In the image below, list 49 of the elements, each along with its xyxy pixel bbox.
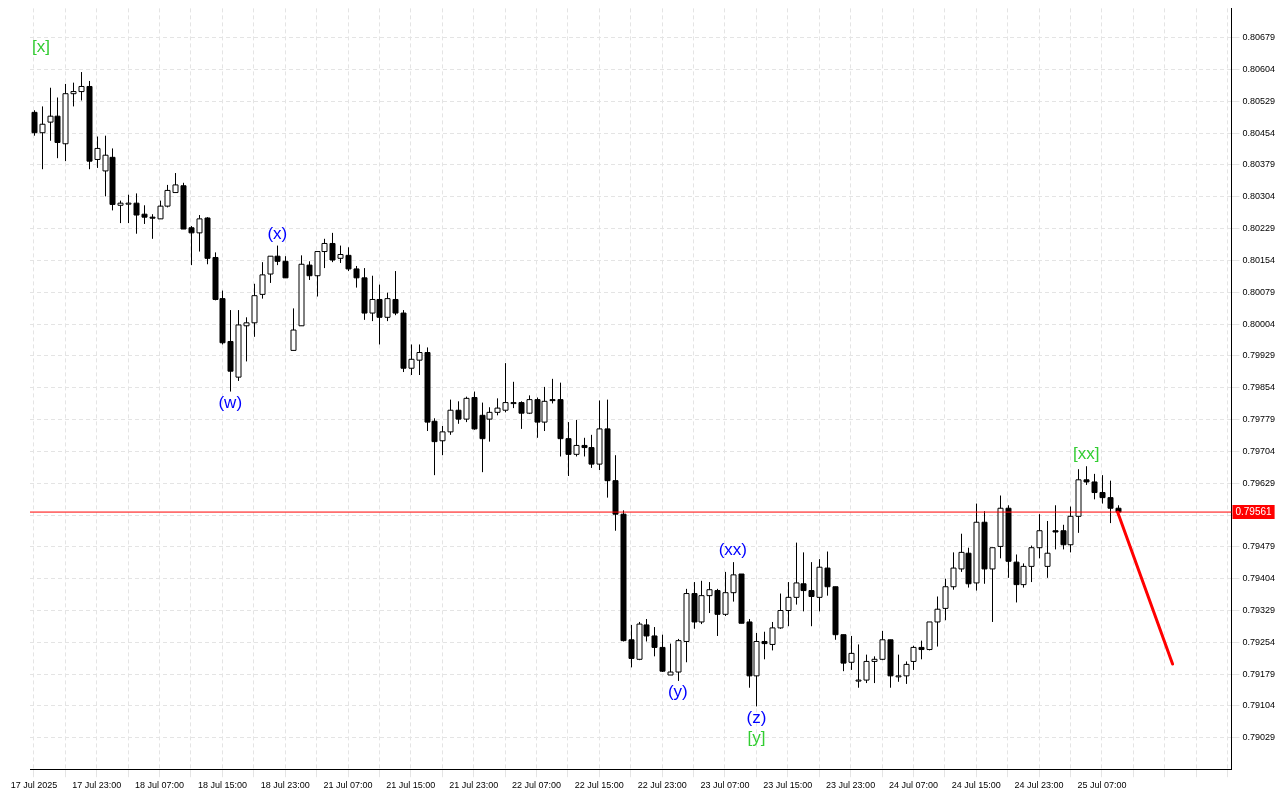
y-tick-label: 0.79404 bbox=[1242, 573, 1276, 584]
y-tick-label: 0.79029 bbox=[1242, 732, 1276, 743]
x-tick-label: 18 Jul 07:00 bbox=[135, 780, 185, 791]
x-tick-label: 17 Jul 23:00 bbox=[72, 780, 122, 791]
x-tick-label: 23 Jul 07:00 bbox=[700, 780, 750, 791]
x-tick-label: 17 Jul 2025 bbox=[10, 780, 58, 791]
y-tick-label: 0.80079 bbox=[1242, 286, 1276, 297]
y-tick-label: 0.79629 bbox=[1242, 477, 1276, 488]
x-tick-label: 22 Jul 15:00 bbox=[574, 780, 624, 791]
y-tick-label: 0.79329 bbox=[1242, 604, 1276, 615]
x-tick-label: 24 Jul 15:00 bbox=[951, 780, 1001, 791]
annotation: [y] bbox=[747, 727, 766, 747]
x-tick-label: 21 Jul 07:00 bbox=[323, 780, 373, 791]
x-tick-label: 18 Jul 15:00 bbox=[197, 780, 247, 791]
x-tick-label: 23 Jul 15:00 bbox=[763, 780, 813, 791]
y-tick-label: 0.80304 bbox=[1242, 191, 1276, 202]
annotation: (y) bbox=[667, 682, 688, 702]
y-tick-label: 0.79929 bbox=[1242, 350, 1276, 361]
x-tick-label: 21 Jul 15:00 bbox=[386, 780, 436, 791]
annotation: (xx) bbox=[718, 540, 747, 560]
ref-line-label: 0.79561 bbox=[1235, 505, 1273, 517]
y-tick-label: 0.80379 bbox=[1242, 159, 1276, 170]
x-tick-label: 21 Jul 23:00 bbox=[449, 780, 499, 791]
x-tick-label: 24 Jul 07:00 bbox=[888, 780, 938, 791]
y-tick-label: 0.79179 bbox=[1242, 668, 1276, 679]
y-tick-label: 0.79854 bbox=[1242, 382, 1276, 393]
y-tick-label: 0.80454 bbox=[1242, 127, 1276, 138]
y-tick-label: 0.80229 bbox=[1242, 223, 1276, 234]
y-tick-label: 0.79479 bbox=[1242, 541, 1276, 552]
y-tick-label: 0.79254 bbox=[1242, 636, 1276, 647]
y-tick-label: 0.79704 bbox=[1242, 445, 1276, 456]
x-tick-label: 22 Jul 07:00 bbox=[511, 780, 562, 791]
y-tick-label: 0.80154 bbox=[1242, 254, 1276, 265]
y-tick-label: 0.80529 bbox=[1242, 95, 1276, 106]
y-tick-label: 0.79779 bbox=[1242, 414, 1276, 425]
y-tick-label: 0.80679 bbox=[1242, 32, 1276, 43]
annotation: (z) bbox=[746, 707, 767, 727]
y-tick-label: 0.80604 bbox=[1242, 63, 1276, 74]
annotation: (w) bbox=[218, 392, 243, 412]
x-tick-label: 25 Jul 07:00 bbox=[1077, 780, 1127, 791]
y-tick-label: 0.80004 bbox=[1242, 318, 1276, 329]
annotation: (x) bbox=[267, 223, 288, 243]
x-tick-label: 22 Jul 23:00 bbox=[637, 780, 687, 791]
annotation: [x] bbox=[32, 36, 50, 56]
y-tick-label: 0.79104 bbox=[1242, 700, 1276, 711]
x-tick-label: 23 Jul 23:00 bbox=[826, 780, 876, 791]
x-tick-label: 24 Jul 23:00 bbox=[1014, 780, 1064, 791]
x-tick-label: 18 Jul 23:00 bbox=[260, 780, 310, 791]
annotation: [xx] bbox=[1072, 444, 1100, 464]
